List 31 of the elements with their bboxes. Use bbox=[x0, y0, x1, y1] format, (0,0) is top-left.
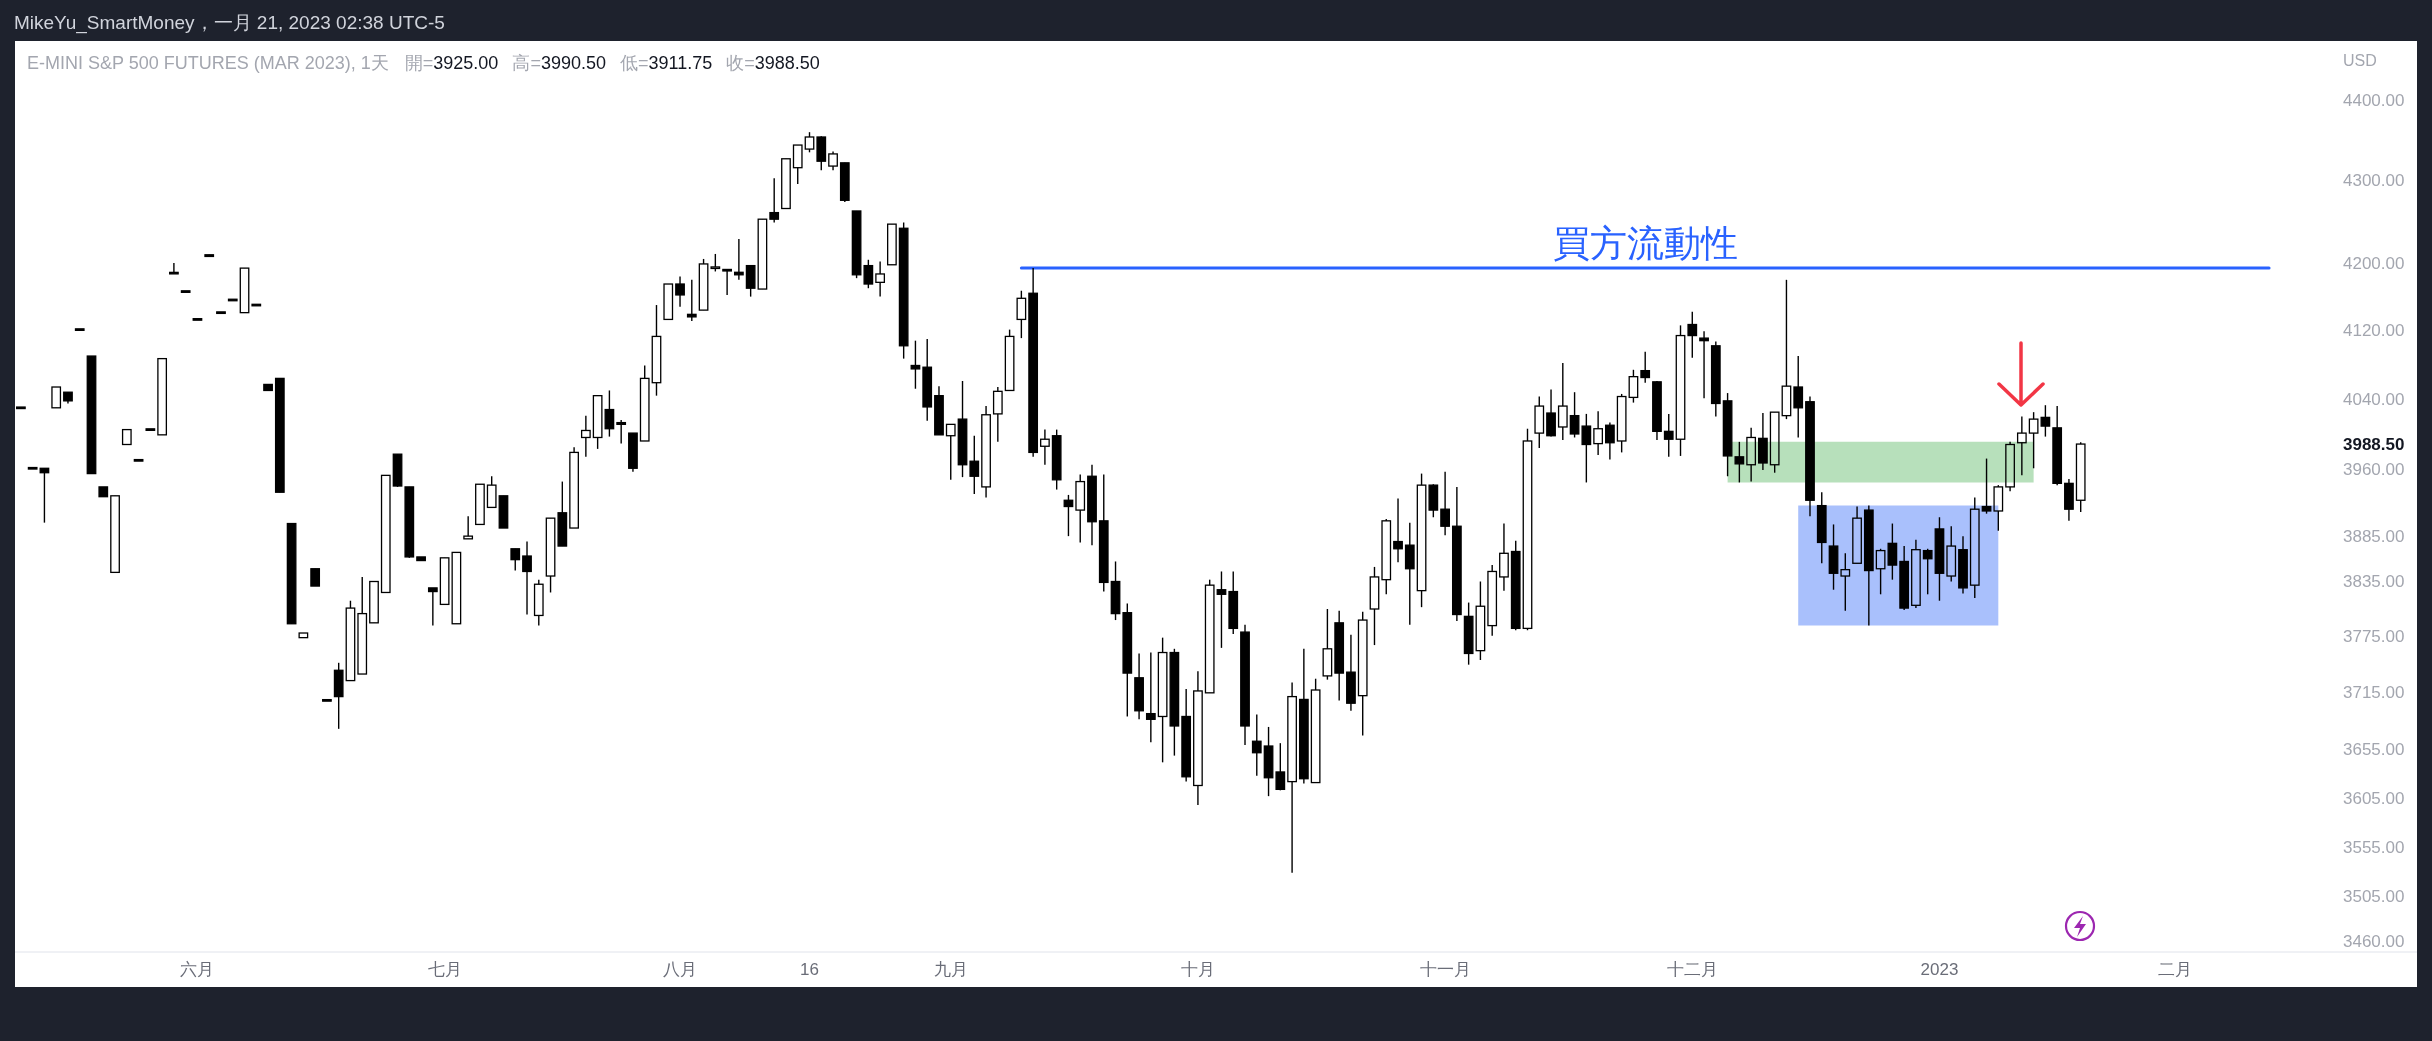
y-tick-label: 4040.00 bbox=[2343, 389, 2405, 409]
y-tick-label: 3555.00 bbox=[2343, 837, 2405, 857]
x-tick-label: 十二月 bbox=[1666, 959, 1718, 979]
y-tick-label: 3835.00 bbox=[2343, 572, 2405, 591]
x-tick-label: 六月 bbox=[180, 959, 215, 979]
x-tick-label: 十月 bbox=[1180, 959, 1215, 979]
text: MikeYu_SmartMoney，一月 21, 2023 02:38 UTC-5 bbox=[14, 12, 445, 34]
y-tick-label: 3885.00 bbox=[2343, 526, 2405, 546]
x-tick-label: 七月 bbox=[427, 959, 462, 979]
y-tick-label: 3775.00 bbox=[2343, 627, 2405, 647]
y-tick-label: 3460.00 bbox=[2343, 932, 2405, 952]
x-tick-label: 十一月 bbox=[1419, 959, 1471, 979]
y-tick-label: 4120.00 bbox=[2343, 320, 2405, 340]
y-tick-label: 3960.00 bbox=[2343, 459, 2405, 479]
x-tick-label: 16 bbox=[800, 959, 819, 979]
y-tick-label: 3605.00 bbox=[2343, 788, 2405, 808]
annotation: 開=3925.00 高=3990.50 低=3911.75 收=3988.50 bbox=[404, 53, 820, 73]
y-tick-label: 4400.00 bbox=[2343, 90, 2405, 110]
y-tick-label: 3655.00 bbox=[2343, 740, 2405, 760]
x-tick-label: 九月 bbox=[933, 959, 968, 979]
series-label: 買方流動性 bbox=[1552, 223, 1738, 265]
x-tick-label: 二月 bbox=[2157, 959, 2192, 979]
y-tick-label: 3505.00 bbox=[2343, 887, 2405, 907]
text: E-MINI S&P 500 FUTURES (MAR 2023), 1天 bbox=[27, 52, 389, 74]
x-tick-label: 八月 bbox=[663, 959, 698, 979]
y-tick-label: 3988.50 bbox=[2343, 434, 2405, 454]
y-tick-label: 4300.00 bbox=[2343, 171, 2405, 191]
x-tick-label: 2023 bbox=[1920, 959, 1959, 979]
y-tick-label: 3715.00 bbox=[2343, 683, 2405, 703]
y-tick-label: 4200.00 bbox=[2343, 253, 2405, 273]
y-axis-title: USD bbox=[2343, 51, 2377, 69]
